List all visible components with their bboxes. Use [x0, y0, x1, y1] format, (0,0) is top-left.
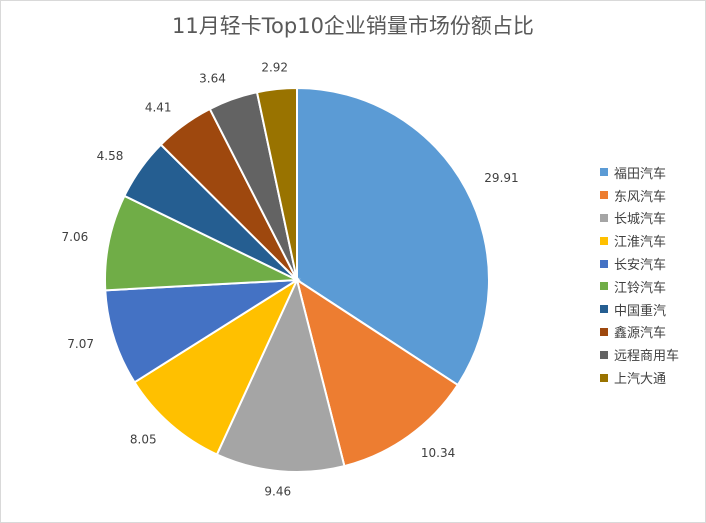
- legend-label: 鑫源汽车: [614, 326, 667, 342]
- legend-swatch: [600, 282, 608, 291]
- legend-label: 江淮汽车: [614, 235, 667, 251]
- legend-item: 中国重汽: [600, 298, 679, 321]
- data-label: 3.64: [199, 72, 226, 86]
- chart-title: 11月轻卡Top10企业销量市场份额占比: [172, 14, 534, 38]
- legend: 福田汽车东风汽车长城汽车江淮汽车长安汽车江铃汽车中国重汽鑫源汽车远程商用车上汽大…: [600, 161, 679, 389]
- legend-swatch: [600, 236, 608, 245]
- legend-label: 上汽大通: [614, 372, 667, 388]
- legend-label: 远程商用车: [614, 349, 680, 365]
- legend-swatch: [600, 327, 608, 336]
- legend-label: 长城汽车: [614, 212, 667, 228]
- data-label: 4.58: [97, 149, 124, 163]
- legend-swatch: [600, 213, 608, 222]
- pie-slice: [255, 86, 298, 281]
- pie-slice: [104, 278, 301, 384]
- legend-label: 长安汽车: [614, 258, 667, 274]
- legend-item: 江铃汽车: [600, 275, 679, 298]
- data-label: 7.07: [67, 337, 94, 351]
- legend-label: 福田汽车: [614, 166, 667, 182]
- data-label: 4.41: [145, 100, 172, 114]
- legend-swatch: [600, 350, 608, 359]
- legend-item: 远程商用车: [600, 343, 679, 366]
- data-label: 8.05: [130, 433, 157, 447]
- legend-swatch: [600, 259, 608, 268]
- legend-item: 鑫源汽车: [600, 321, 679, 344]
- pie-slice: [295, 277, 460, 468]
- legend-item: 福田汽车: [600, 161, 679, 184]
- legend-item: 江淮汽车: [600, 229, 679, 252]
- legend-label: 江铃汽车: [614, 280, 667, 296]
- legend-item: 东风汽车: [600, 184, 679, 207]
- pie-slice: [215, 277, 346, 473]
- data-label: 9.46: [264, 485, 291, 499]
- legend-label: 中国重汽: [614, 303, 667, 319]
- data-label: 7.06: [62, 230, 89, 244]
- legend-swatch: [600, 305, 608, 314]
- data-label: 10.34: [421, 446, 455, 460]
- legend-swatch: [600, 373, 608, 382]
- legend-item: 上汽大通: [600, 366, 679, 389]
- legend-swatch: [600, 168, 608, 177]
- data-label: 29.91: [484, 171, 518, 185]
- pie-slice: [104, 194, 301, 292]
- legend-label: 东风汽车: [614, 189, 667, 205]
- legend-item: 长城汽车: [600, 207, 679, 230]
- legend-item: 长安汽车: [600, 252, 679, 275]
- data-label: 2.92: [261, 61, 288, 75]
- legend-swatch: [600, 191, 608, 200]
- pie-slice: [133, 277, 300, 456]
